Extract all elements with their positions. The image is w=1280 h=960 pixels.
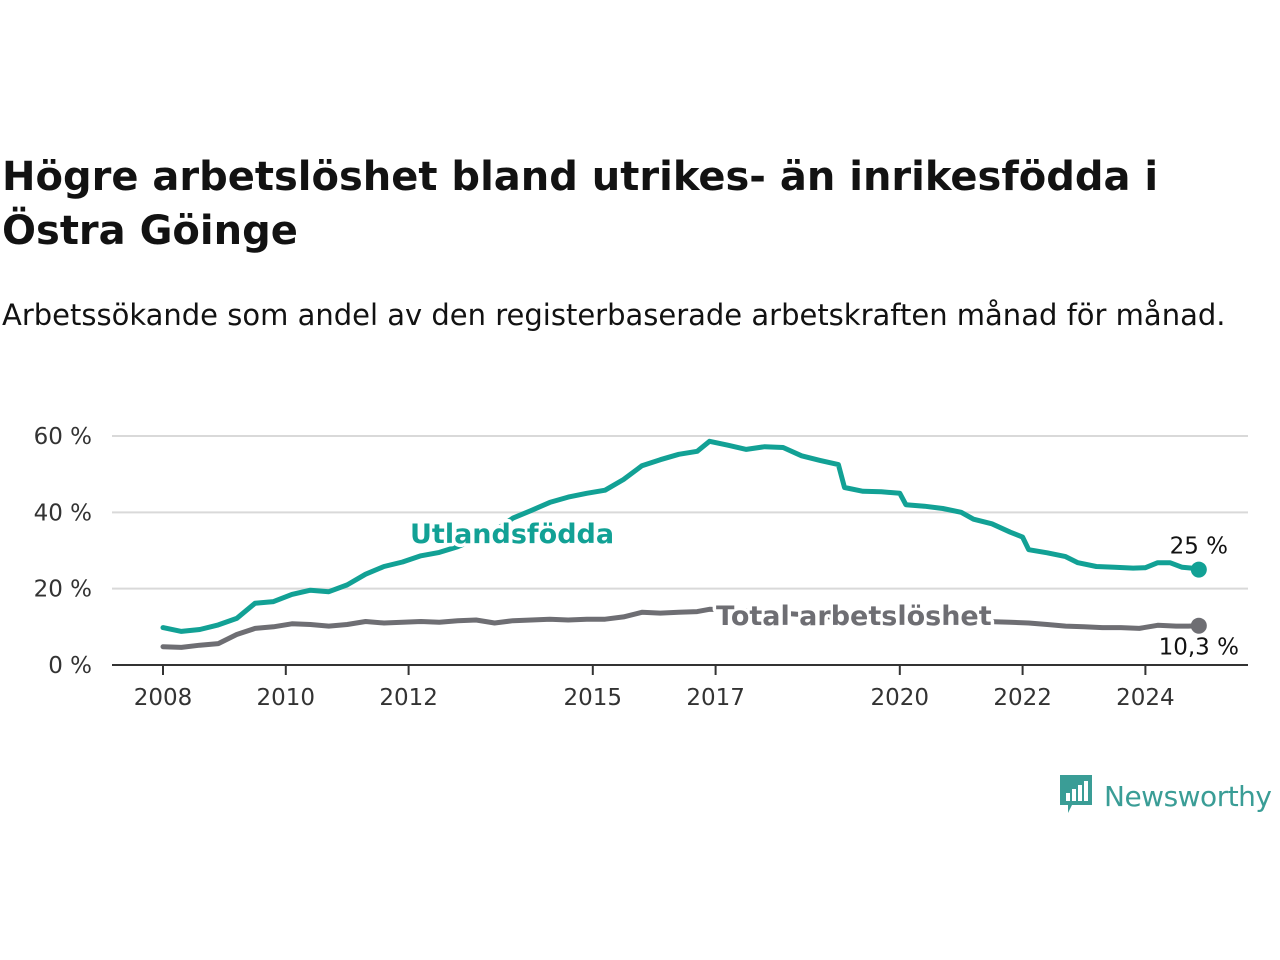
x-tick-label: 2010 <box>257 685 316 711</box>
x-tick-label: 2015 <box>564 685 623 711</box>
end-point-utlandsfodda <box>1190 561 1207 578</box>
brand-logo: Newsworthy <box>1058 772 1272 820</box>
series-line-total <box>160 606 1202 650</box>
y-tick-label: 0 % <box>48 653 92 679</box>
x-tick-label: 2008 <box>134 685 193 711</box>
x-tick-label: 2022 <box>993 685 1052 711</box>
end-point-total <box>1190 617 1207 634</box>
series-label-utlandsfodda: Utlandsfödda <box>410 519 614 550</box>
x-tick-label: 2024 <box>1116 685 1175 711</box>
y-tick-label: 40 % <box>34 500 92 526</box>
series-line-utlandsfodda <box>160 438 1202 634</box>
bar-chart-speech-bubble-icon <box>1060 775 1092 813</box>
chart-subtitle: Arbetssökande som andel av den registerb… <box>2 298 1226 332</box>
x-tick-label: 2020 <box>871 685 930 711</box>
series-label-total: Total arbetslöshet <box>716 601 992 632</box>
x-tick-label: 2017 <box>686 685 745 711</box>
y-tick-label: 60 % <box>34 424 92 450</box>
end-label-total: 10,3 % <box>1159 635 1239 661</box>
chart-title: Högre arbetslöshet bland utrikes- än inr… <box>2 154 1159 254</box>
x-tick-label: 2012 <box>379 685 438 711</box>
end-label-utlandsfodda: 25 % <box>1170 534 1228 560</box>
brand-name: Newsworthy <box>1104 779 1272 813</box>
y-tick-label: 20 % <box>34 577 92 603</box>
